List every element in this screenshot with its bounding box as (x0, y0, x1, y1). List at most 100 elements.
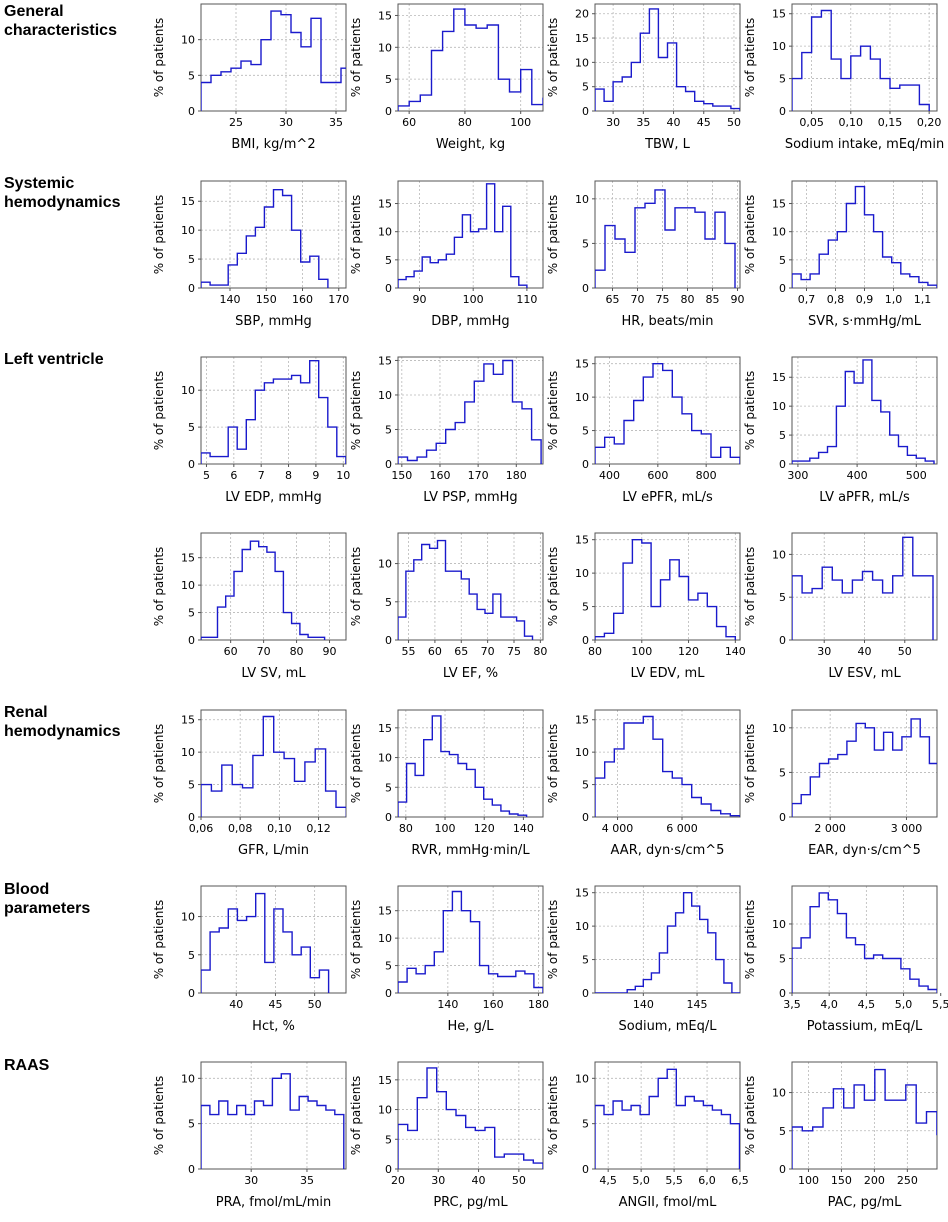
x-axis-label: LV aPFR, mL/s (819, 490, 910, 505)
x-tick-label: 80 (533, 645, 547, 658)
x-tick-label: 400 (599, 469, 620, 482)
x-tick-label: 75 (507, 645, 521, 658)
x-tick-label: 140 (633, 998, 654, 1011)
y-tick-label: 15 (378, 905, 392, 918)
x-axis-label: LV ePFR, mL/s (622, 490, 713, 505)
x-tick-label: 180 (528, 998, 549, 1011)
x-axis-label: DBP, mmHg (431, 314, 509, 329)
x-tick-label: 55 (402, 645, 416, 658)
histogram-panel: 0,06 0,08 0,10 0,12 0 5 10 15 GFR, L/min % of pat… (152, 709, 347, 858)
x-tick-label: 6,5 (731, 1174, 749, 1187)
histogram-series (792, 185, 937, 288)
histogram-series (792, 718, 937, 817)
y-tick-label: 0 (385, 1163, 392, 1176)
y-tick-label: 10 (575, 1072, 589, 1085)
x-tick-label: 30 (431, 1174, 445, 1187)
x-axis-label: EAR, dyn·s/cm^5 (808, 843, 921, 858)
histogram-series (201, 1073, 345, 1169)
x-axis-label: Potassium, mEq/L (807, 1019, 923, 1034)
x-tick-label: 70 (481, 645, 495, 658)
y-tick-label: 10 (378, 1104, 392, 1117)
y-axis-label: % of patients (546, 900, 560, 980)
x-tick-label: 85 (706, 293, 720, 306)
y-tick-label: 15 (181, 195, 195, 208)
y-tick-label: 15 (378, 354, 392, 367)
x-tick-label: 4,0 (820, 998, 838, 1011)
histogram-series (792, 359, 935, 464)
histogram-series (792, 1068, 937, 1169)
y-tick-label: 10 (575, 567, 589, 580)
plot-frame (200, 3, 347, 112)
x-tick-label: 110 (516, 293, 537, 306)
y-tick-label: 0 (188, 987, 195, 1000)
plot-frame (791, 356, 938, 465)
x-tick-label: 80 (681, 293, 695, 306)
y-tick-label: 5 (385, 254, 392, 267)
y-tick-label: 5 (385, 960, 392, 973)
x-tick-label: 0,08 (228, 822, 253, 835)
x-tick-label: 100 (435, 822, 456, 835)
x-tick-label: 20 (391, 1174, 405, 1187)
y-tick-label: 10 (772, 226, 786, 239)
y-axis-label: % of patients (743, 195, 757, 275)
plot-frame (791, 885, 938, 994)
y-tick-label: 15 (378, 1074, 392, 1087)
x-tick-label: 0,20 (917, 116, 942, 129)
plot-frame (594, 885, 741, 994)
y-tick-label: 0 (385, 282, 392, 295)
x-tick-label: 65 (454, 645, 468, 658)
x-axis-label: PAC, pg/mL (828, 1195, 903, 1210)
x-tick-label: 140 (437, 998, 458, 1011)
x-tick-label: 600 (647, 469, 668, 482)
x-tick-label: 250 (897, 1174, 918, 1187)
histogram-series (201, 892, 330, 993)
y-tick-label: 5 (582, 954, 589, 967)
y-tick-label: 15 (772, 8, 786, 21)
x-axis-label: TBW, L (644, 137, 691, 152)
x-tick-label: 70 (631, 293, 645, 306)
y-tick-label: 5 (188, 69, 195, 82)
x-tick-label: 1,0 (885, 293, 903, 306)
y-tick-label: 10 (181, 384, 195, 397)
y-axis-label: % of patients (546, 724, 560, 804)
histogram-panel: 60 80 100 0 5 10 15 Weight, kg % of patients (349, 3, 544, 152)
histogram-panel: 4,5 5,0 5,5 6,0 6,5 0 5 10 ANGII, fmol/mL % of pa… (546, 1061, 749, 1210)
histogram-series (201, 540, 326, 640)
x-tick-label: 50 (898, 645, 912, 658)
y-tick-label: 0 (582, 987, 589, 1000)
y-axis-label: % of patients (152, 724, 166, 804)
x-tick-label: 3,5 (783, 998, 801, 1011)
y-tick-label: 5 (188, 949, 195, 962)
y-tick-label: 0 (582, 458, 589, 471)
y-tick-label: 5 (779, 591, 786, 604)
plot-frame (594, 356, 741, 465)
x-tick-label: 60 (402, 116, 416, 129)
x-axis-label: LV EDP, mmHg (225, 490, 322, 505)
y-tick-label: 0 (779, 987, 786, 1000)
section-label: General characteristics (4, 3, 117, 39)
histogram-panel: 20 30 40 50 0 5 10 15 PRC, pg/mL % of patients (349, 1061, 544, 1210)
histogram-panel: 0,05 0,10 0,15 0,20 0 5 10 15 Sodium intake, mEq… (743, 3, 944, 152)
y-tick-label: 10 (378, 389, 392, 402)
x-tick-label: 500 (906, 469, 927, 482)
histogram-panel: 140 150 160 170 0 5 10 15 SBP, mmHg % of patients (152, 180, 349, 329)
x-axis-label: ANGII, fmol/mL (619, 1195, 717, 1210)
histogram-series (398, 715, 528, 817)
x-tick-label: 50 (727, 116, 741, 129)
x-tick-label: 30 (606, 116, 620, 129)
histogram-series (201, 715, 346, 817)
x-axis-label: RVR, mmHg·min/L (411, 843, 530, 858)
x-axis-label: Hct, % (252, 1019, 295, 1034)
plot-frame (791, 1061, 938, 1170)
y-tick-label: 15 (575, 534, 589, 547)
x-tick-label: 4,5 (599, 1174, 617, 1187)
x-tick-label: 0,12 (306, 822, 331, 835)
y-tick-label: 10 (772, 40, 786, 53)
histogram-series (398, 890, 543, 993)
y-tick-label: 15 (378, 9, 392, 22)
histogram-series (595, 8, 740, 111)
x-tick-label: 35 (636, 116, 650, 129)
histogram-series (792, 536, 934, 640)
y-tick-label: 0 (779, 634, 786, 647)
